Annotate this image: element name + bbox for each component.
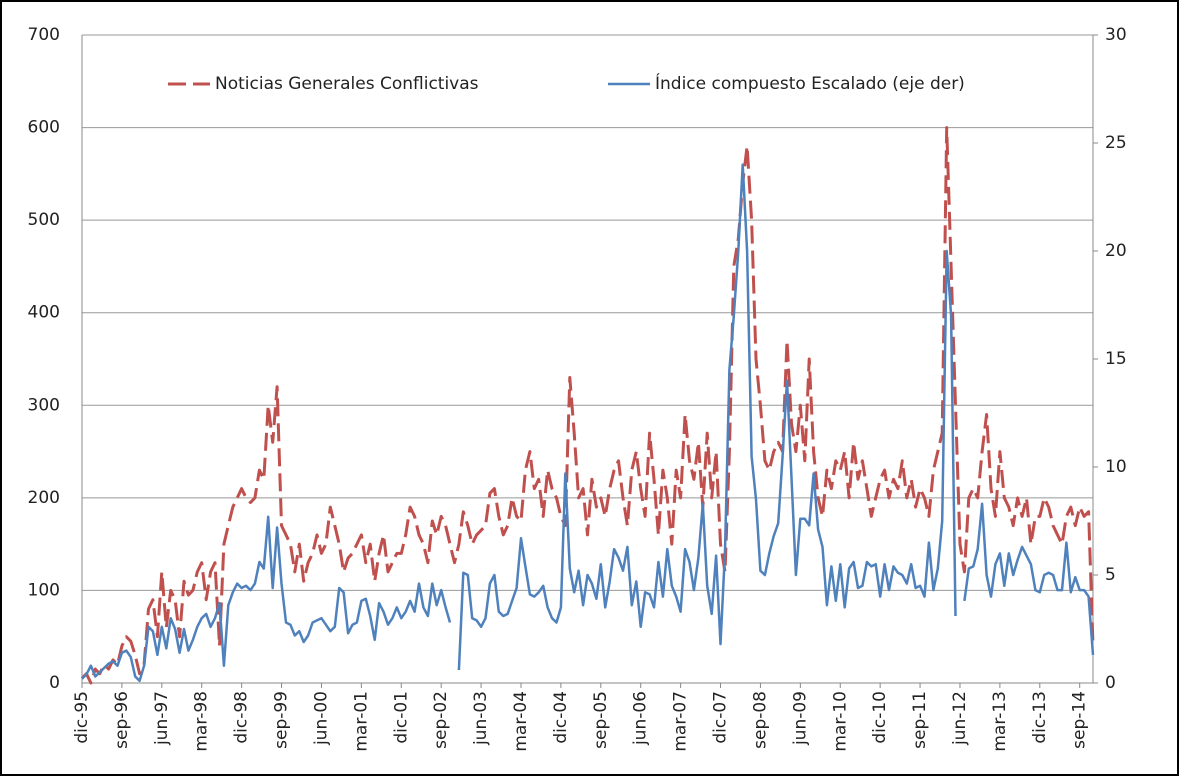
series-line (80, 126, 1095, 685)
x-tick-label: mar-07 (671, 691, 691, 752)
legend-label: Noticias Generales Conflictivas (215, 74, 479, 94)
y2-tick-label: 10 (1105, 457, 1127, 477)
y-tick-label: 500 (28, 210, 60, 230)
y2-tick-label: 30 (1105, 25, 1127, 45)
x-tick-label: dic-01 (391, 691, 411, 744)
x-tick-label: sep-11 (910, 691, 930, 749)
y2-tick-label: 5 (1105, 565, 1116, 585)
y-tick-label: 700 (28, 25, 60, 45)
y2-tick-label: 25 (1105, 133, 1127, 153)
y-tick-label: 400 (28, 303, 60, 323)
x-tick-label: dic-10 (870, 691, 890, 744)
y-tick-label: 600 (28, 118, 60, 138)
x-tick-label: sep-14 (1070, 691, 1090, 749)
x-tick-label: dic-95 (72, 691, 92, 744)
x-tick-label: jun-03 (471, 691, 491, 746)
y-tick-label: 0 (49, 673, 60, 693)
x-tick-label: jun-00 (311, 691, 331, 746)
series-line (81, 515, 452, 683)
x-tick-label: mar-13 (990, 691, 1010, 752)
x-tick-label: dic-13 (1030, 691, 1050, 744)
x-tick-label: sep-08 (750, 691, 770, 749)
x-tick-label: mar-98 (192, 691, 212, 752)
x-tick-label: dic-04 (551, 691, 571, 744)
x-tick-label: mar-01 (351, 691, 371, 752)
x-tick-label: dic-07 (711, 691, 731, 744)
x-tick-label: dic-98 (232, 691, 252, 744)
x-tick-label: sep-02 (431, 691, 451, 749)
x-tick-label: sep-99 (272, 691, 292, 749)
x-tick-label: sep-96 (112, 691, 132, 749)
x-tick-label: sep-05 (591, 691, 611, 749)
x-tick-label: mar-10 (830, 691, 850, 752)
y2-tick-label: 0 (1105, 673, 1116, 693)
y2-tick-label: 15 (1105, 349, 1127, 369)
series-line (457, 163, 957, 671)
x-tick-label: jun-12 (950, 691, 970, 746)
y-tick-label: 300 (28, 395, 60, 415)
x-tick-label: jun-09 (790, 691, 810, 746)
x-tick-label: mar-04 (511, 691, 531, 752)
series-line (963, 502, 1095, 655)
legend-label: Índice compuesto Escalado (eje der) (655, 72, 965, 94)
y-tick-label: 200 (28, 488, 60, 508)
x-tick-label: jun-97 (152, 691, 172, 746)
y-tick-label: 100 (28, 580, 60, 600)
x-tick-label: jun-06 (631, 691, 651, 746)
y2-tick-label: 20 (1105, 241, 1127, 261)
